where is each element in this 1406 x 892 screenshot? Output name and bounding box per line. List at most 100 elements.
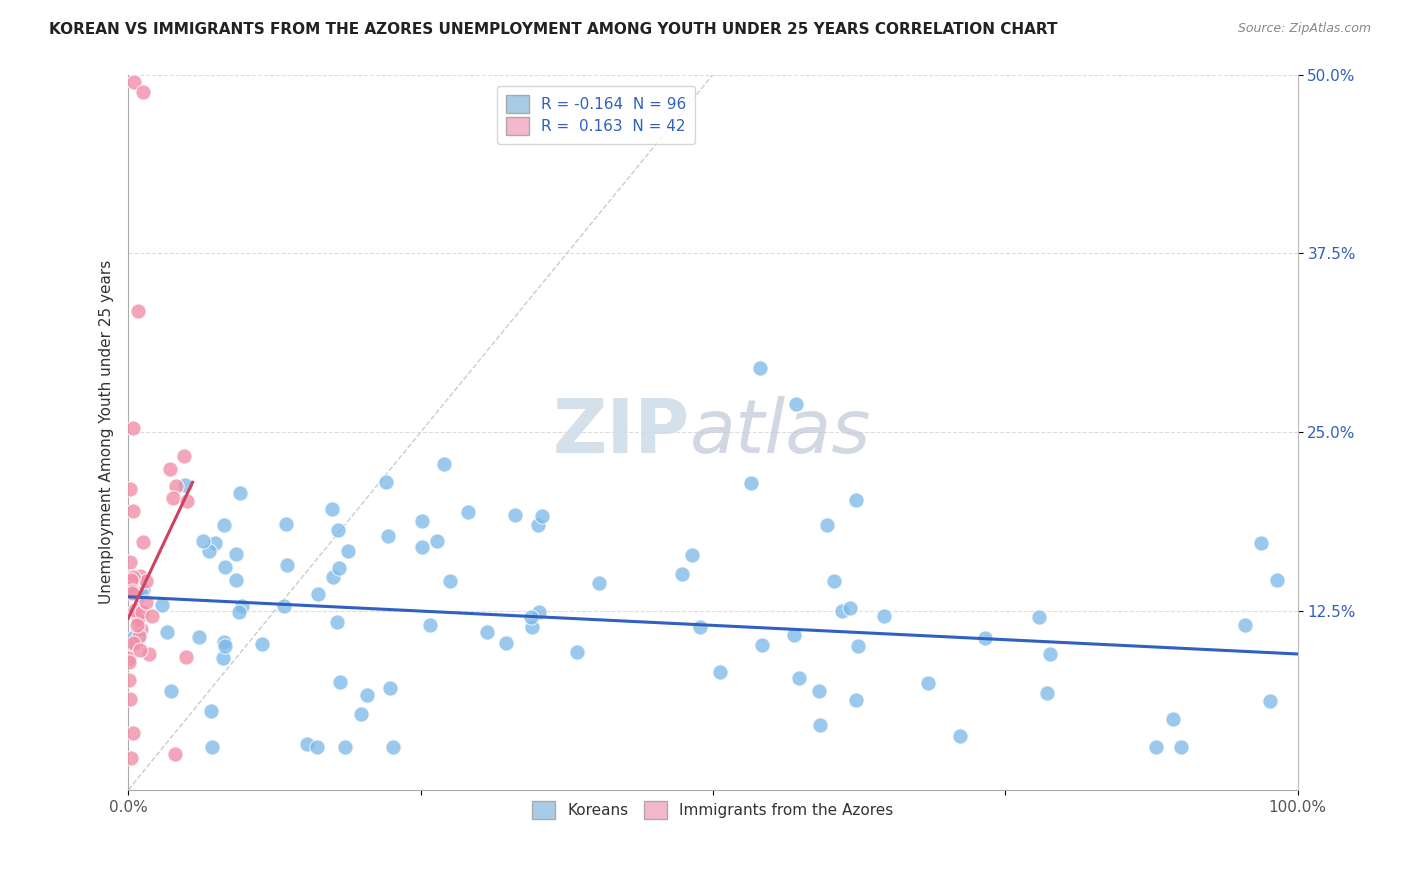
Point (118, 673, 141, 687)
Point (845, 693, 868, 707)
Point (475, 625, 498, 640)
Text: ZIP: ZIP (553, 396, 689, 468)
Point (127, 611, 149, 625)
Point (709, 665, 731, 679)
Point (1170, 739, 1192, 754)
Point (132, 535, 155, 549)
Point (567, 645, 589, 659)
Point (873, 609, 896, 624)
Point (127, 303, 149, 318)
Point (839, 600, 862, 615)
Point (214, 639, 236, 653)
Point (520, 620, 543, 634)
Point (1039, 647, 1062, 661)
Point (845, 493, 868, 508)
Point (128, 589, 150, 603)
Point (225, 548, 247, 562)
Point (808, 683, 831, 698)
Point (328, 561, 350, 575)
Point (1144, 739, 1167, 754)
Point (815, 518, 838, 533)
Y-axis label: Unemployment Among Youth under 25 years: Unemployment Among Youth under 25 years (100, 260, 114, 605)
Point (519, 610, 541, 624)
Point (129, 623, 152, 637)
Point (305, 739, 328, 754)
Point (129, 569, 152, 583)
Point (671, 566, 693, 581)
Point (138, 647, 160, 661)
Point (823, 574, 845, 588)
Point (122, 725, 145, 739)
Point (228, 605, 250, 619)
Point (201, 739, 224, 754)
Point (1265, 573, 1288, 587)
Point (122, 635, 145, 649)
Point (495, 635, 517, 649)
Point (325, 615, 347, 629)
Legend: Koreans, Immigrants from the Azores: Koreans, Immigrants from the Azores (526, 796, 900, 825)
Point (191, 533, 214, 548)
Point (150, 599, 173, 613)
Point (378, 681, 401, 695)
Point (831, 604, 853, 618)
Point (225, 573, 247, 587)
Point (689, 620, 711, 634)
Point (122, 630, 145, 644)
Point (1250, 535, 1272, 549)
Point (377, 529, 399, 543)
Point (120, 482, 142, 496)
Point (333, 739, 356, 754)
Point (121, 585, 143, 599)
Point (382, 739, 405, 754)
Point (118, 692, 141, 706)
Point (321, 501, 343, 516)
Point (124, 635, 146, 649)
Point (426, 533, 449, 548)
Point (322, 570, 344, 584)
Point (124, 603, 146, 617)
Point (433, 457, 456, 471)
Point (122, 75, 145, 89)
Text: Source: ZipAtlas.com: Source: ZipAtlas.com (1237, 22, 1371, 36)
Point (132, 85, 155, 99)
Point (155, 624, 177, 639)
Point (120, 573, 142, 587)
Point (135, 594, 157, 608)
Point (276, 558, 298, 573)
Point (295, 738, 318, 752)
Point (350, 706, 373, 721)
Point (740, 475, 762, 490)
Point (121, 583, 143, 598)
Point (274, 516, 297, 531)
Point (120, 555, 142, 569)
Text: KOREAN VS IMMIGRANTS FROM THE AZORES UNEMPLOYMENT AMONG YOUTH UNDER 25 YEARS COR: KOREAN VS IMMIGRANTS FROM THE AZORES UNE… (49, 22, 1057, 37)
Point (1161, 712, 1184, 726)
Point (846, 639, 869, 653)
Point (439, 574, 461, 589)
Point (374, 475, 396, 490)
Point (527, 605, 550, 619)
Point (200, 704, 222, 718)
Point (785, 397, 807, 411)
Point (162, 491, 184, 505)
Point (128, 643, 150, 657)
Point (174, 649, 197, 664)
Text: atlas: atlas (689, 396, 870, 468)
Point (356, 688, 378, 702)
Point (131, 606, 153, 620)
Point (197, 544, 219, 558)
Point (531, 509, 554, 524)
Point (118, 655, 141, 669)
Point (1260, 694, 1282, 708)
Point (132, 582, 155, 597)
Point (212, 651, 235, 665)
Point (419, 617, 441, 632)
Point (229, 485, 252, 500)
Point (214, 560, 236, 574)
Point (273, 599, 295, 613)
Point (748, 360, 770, 375)
Point (808, 718, 831, 732)
Point (1036, 686, 1059, 700)
Point (204, 536, 226, 550)
Point (787, 671, 810, 685)
